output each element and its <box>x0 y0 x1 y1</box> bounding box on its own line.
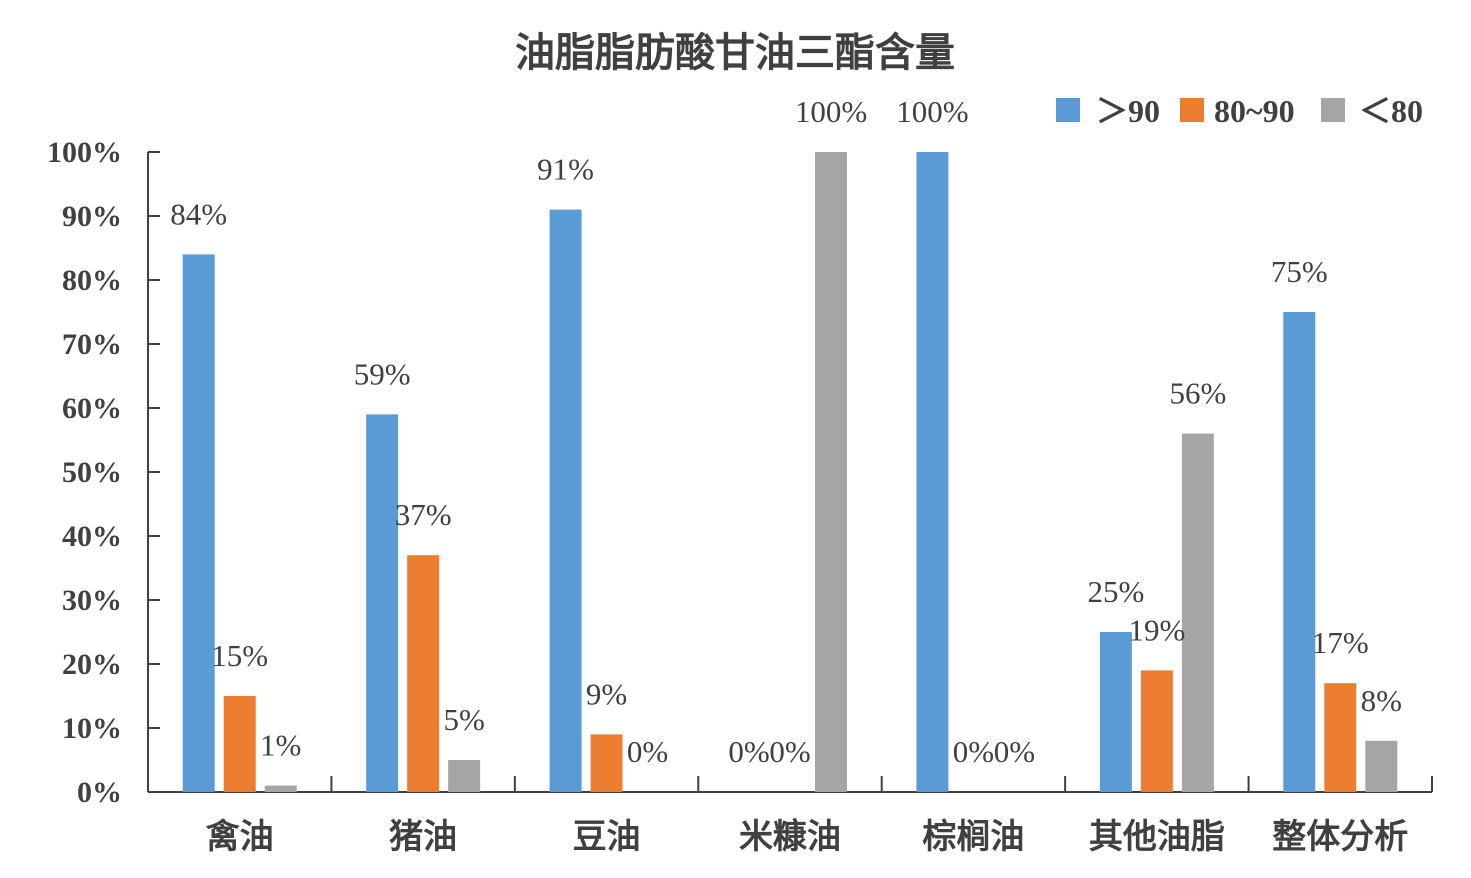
data-label: 1% <box>260 728 301 763</box>
bar <box>549 209 582 793</box>
bar <box>916 152 949 792</box>
y-tick-label: 10% <box>62 712 122 745</box>
bar <box>1181 433 1214 792</box>
data-label: 0% <box>728 734 769 769</box>
data-label: 100% <box>896 94 968 129</box>
data-labels: 84%59%91%0%100%25%75%15%37%9%0% 0%19% 17%1… <box>170 94 1402 769</box>
y-tick-label: 80% <box>62 264 122 297</box>
bar <box>264 785 297 792</box>
bar <box>1283 312 1316 792</box>
legend-swatch <box>1056 98 1080 122</box>
data-label: 0% <box>994 734 1035 769</box>
data-label: 0% <box>769 734 810 769</box>
bar <box>1140 670 1173 792</box>
axes: 0% 10% 20% 30% 40% 50% 60% 70% 80% 90% 100% 禽油 猪油 豆油 米… <box>47 136 1433 857</box>
y-tick-label: 30% <box>62 584 122 617</box>
bar <box>590 734 623 792</box>
data-label: 56% <box>1169 376 1226 411</box>
x-tick-label: 禽油 <box>205 817 274 857</box>
x-tick-label: 猪油 <box>389 817 457 857</box>
y-tick-label: 20% <box>62 648 122 681</box>
legend: ＞90 80~90 ＜80 <box>1056 93 1423 129</box>
legend-label: ＞90 <box>1096 93 1160 129</box>
data-label: 8% <box>1361 683 1402 718</box>
y-tick-label: 60% <box>62 392 122 425</box>
bar <box>1099 632 1132 792</box>
legend-label: ＜80 <box>1359 93 1423 129</box>
bar <box>1324 683 1357 792</box>
data-label: 0% <box>627 734 668 769</box>
data-label: 15% <box>211 638 268 673</box>
data-label: 17% <box>1312 625 1369 660</box>
y-tick-label: 100% <box>47 136 122 169</box>
data-label: 19% <box>1128 612 1185 647</box>
y-tick-label: 50% <box>62 456 122 489</box>
x-tick-label: 整体分析 <box>1272 817 1408 857</box>
x-tick-label: 豆油 <box>573 817 641 857</box>
bar <box>448 760 481 792</box>
data-label: 5% <box>443 702 484 737</box>
bar <box>182 254 215 792</box>
data-label: 84% <box>170 196 227 231</box>
bar <box>223 696 256 792</box>
y-tick-label: 0% <box>77 776 122 809</box>
bar <box>1365 740 1398 792</box>
x-tick-label: 其他油脂 <box>1089 817 1225 857</box>
data-label: 25% <box>1087 574 1144 609</box>
chart-title: 油脂脂肪酸甘油三酯含量 <box>515 29 955 76</box>
data-label: 100% <box>795 94 867 129</box>
y-tick-label: 40% <box>62 520 122 553</box>
bar <box>366 414 399 792</box>
bar <box>407 555 440 792</box>
data-label: 91% <box>537 152 594 187</box>
y-tick-label: 70% <box>62 328 122 361</box>
x-tick-label: 米糠油 <box>739 817 841 857</box>
x-tick-label: 棕榈油 <box>922 817 1024 857</box>
y-tick-label: 90% <box>62 200 122 233</box>
bars <box>182 152 1398 793</box>
data-label: 9% <box>586 676 627 711</box>
legend-swatch <box>1180 98 1204 122</box>
data-label: 59% <box>354 356 411 391</box>
legend-label: 80~90 <box>1214 93 1295 129</box>
bar <box>815 152 847 792</box>
data-label: 75% <box>1271 254 1328 289</box>
legend-swatch <box>1321 98 1345 122</box>
data-label: 37% <box>395 497 452 532</box>
data-label: 0% <box>953 734 994 769</box>
